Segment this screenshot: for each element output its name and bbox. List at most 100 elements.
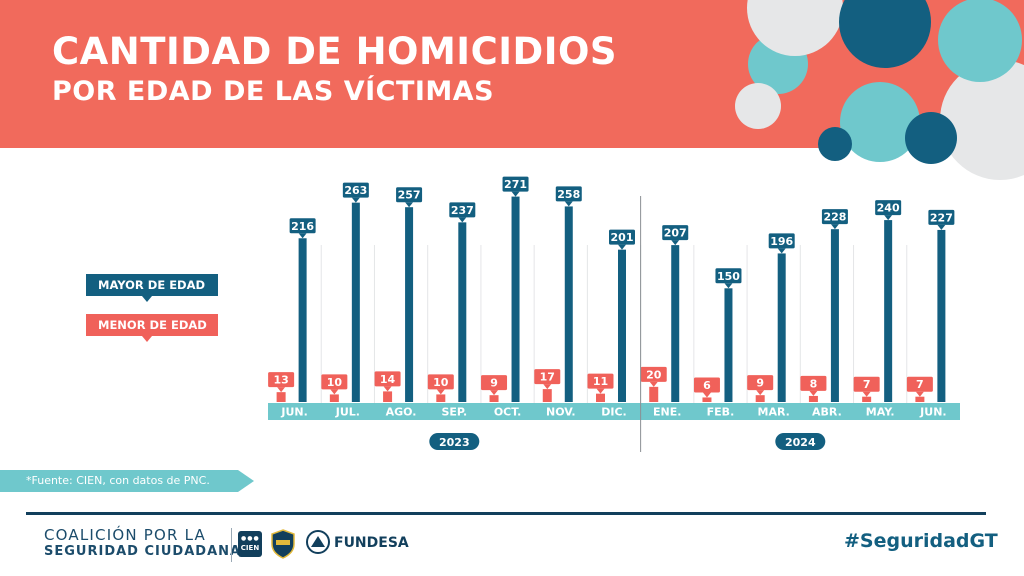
- bar-mayor: [724, 288, 733, 402]
- data-label-menor-pointer: [702, 392, 711, 398]
- x-tick-label: JUL.: [335, 406, 360, 419]
- data-label-menor: 14: [380, 373, 396, 386]
- data-label-mayor: 263: [344, 184, 367, 197]
- fundesa-logo-text: FUNDESA: [334, 535, 409, 551]
- deco-circle: [747, 0, 843, 56]
- cien-logo: ●●● CIEN: [238, 531, 262, 557]
- data-label-menor-pointer: [809, 390, 818, 396]
- data-label-mayor: 207: [664, 227, 687, 240]
- data-label-mayor-pointer: [458, 217, 467, 223]
- data-label-mayor-pointer: [351, 197, 360, 203]
- data-label-menor-box: [427, 374, 454, 390]
- data-label-mayor-pointer: [777, 248, 786, 254]
- bar-mayor: [777, 253, 786, 402]
- data-label-menor: 9: [756, 377, 764, 390]
- data-label-menor-box: [800, 375, 827, 391]
- data-label-mayor: 216: [291, 220, 314, 233]
- data-label-menor: 13: [273, 374, 288, 387]
- legend-mayor: MAYOR DE EDAD: [86, 274, 218, 302]
- deco-circle: [818, 127, 852, 161]
- bar-mayor: [351, 202, 360, 402]
- data-label-menor: 7: [863, 378, 871, 391]
- bar-mayor: [884, 220, 893, 402]
- x-tick-label: AGO.: [386, 406, 417, 419]
- data-label-menor: 7: [916, 378, 924, 391]
- data-label-mayor-pointer: [830, 224, 839, 230]
- data-label-mayor-box: [396, 187, 423, 203]
- bar-menor: [596, 393, 605, 402]
- data-label-menor: 8: [810, 377, 818, 390]
- data-label-menor: 6: [703, 379, 711, 392]
- data-label-mayor: 240: [877, 202, 900, 215]
- data-label-mayor: 150: [717, 270, 740, 283]
- data-label-mayor-pointer: [724, 283, 733, 289]
- x-tick-label: NOV.: [546, 406, 576, 419]
- bar-mayor: [511, 196, 520, 402]
- data-label-menor-box: [268, 372, 295, 388]
- bar-mayor: [937, 229, 946, 402]
- data-label-menor-pointer: [436, 389, 445, 395]
- bar-mayor: [830, 229, 839, 402]
- coalition-name-line2: SEGURIDAD CIUDADANA: [44, 544, 242, 559]
- hashtag: #SeguridadGT: [844, 530, 998, 552]
- legend-tail: [142, 296, 152, 302]
- data-label-mayor-pointer: [671, 240, 680, 246]
- data-label-menor-pointer: [383, 386, 392, 392]
- data-label-menor-box: [481, 375, 508, 391]
- bar-menor: [383, 391, 393, 402]
- bar-menor: [862, 396, 872, 402]
- x-tick-label: ABR.: [812, 406, 842, 419]
- data-label-mayor-box: [821, 209, 848, 225]
- data-label-mayor-box: [928, 209, 955, 225]
- data-label-mayor-box: [449, 202, 476, 218]
- data-label-menor-pointer: [862, 391, 871, 397]
- year-pill: [775, 433, 826, 450]
- bar-mayor: [458, 222, 467, 402]
- data-label-menor: 10: [433, 376, 449, 389]
- data-label-menor-pointer: [490, 390, 499, 396]
- source-arrow: [238, 470, 254, 492]
- bar-menor: [542, 389, 552, 402]
- x-tick-label: JUN.: [919, 406, 946, 419]
- deco-circle: [938, 0, 1022, 82]
- data-label-menor-box: [321, 374, 348, 390]
- data-label-menor-pointer: [915, 391, 924, 397]
- cien-label: CIEN: [240, 544, 260, 552]
- data-label-mayor-box: [289, 218, 316, 234]
- fundesa-logo-icon: [306, 530, 330, 554]
- bar-chart: 13 216 10 263 14 257 10 237 9 271 17 258 11 201 20 207 6…: [268, 176, 960, 452]
- bar-mayor: [671, 245, 680, 402]
- deco-circle: [735, 83, 781, 129]
- bar-menor: [915, 396, 925, 402]
- bar-mayor: [618, 249, 626, 402]
- data-label-mayor-box: [342, 182, 369, 198]
- data-label-mayor-pointer: [298, 233, 307, 239]
- data-label-menor-box: [534, 369, 561, 385]
- data-label-mayor: 227: [930, 211, 953, 224]
- bar-mayor: [298, 238, 307, 402]
- year-pill: [429, 433, 480, 450]
- bar-menor: [702, 397, 712, 402]
- legend-mayor-label: MAYOR DE EDAD: [98, 278, 206, 292]
- data-label-mayor: 201: [611, 231, 634, 244]
- shield-logo-icon: [271, 529, 295, 559]
- bar-menor: [436, 394, 446, 402]
- data-label-mayor-pointer: [618, 244, 626, 250]
- year-label: 2023: [439, 436, 470, 449]
- data-label-menor-box: [693, 377, 720, 393]
- data-label-mayor-box: [768, 233, 795, 249]
- bar-menor: [649, 386, 659, 402]
- coalition-name-line1: COALICIÓN POR LA: [44, 526, 206, 544]
- x-tick-label: MAR.: [758, 406, 790, 419]
- deco-circle: [940, 60, 1024, 180]
- bar-mayor: [564, 206, 573, 402]
- data-label-menor-box: [747, 375, 774, 391]
- data-label-mayor: 237: [451, 204, 474, 217]
- deco-circle: [905, 112, 957, 164]
- source-note: *Fuente: CIEN, con datos de PNC.: [0, 470, 238, 492]
- data-label-menor: 17: [540, 371, 555, 384]
- bar-menor: [489, 395, 499, 402]
- data-label-mayor-pointer: [511, 191, 520, 197]
- data-label-menor-pointer: [277, 387, 286, 393]
